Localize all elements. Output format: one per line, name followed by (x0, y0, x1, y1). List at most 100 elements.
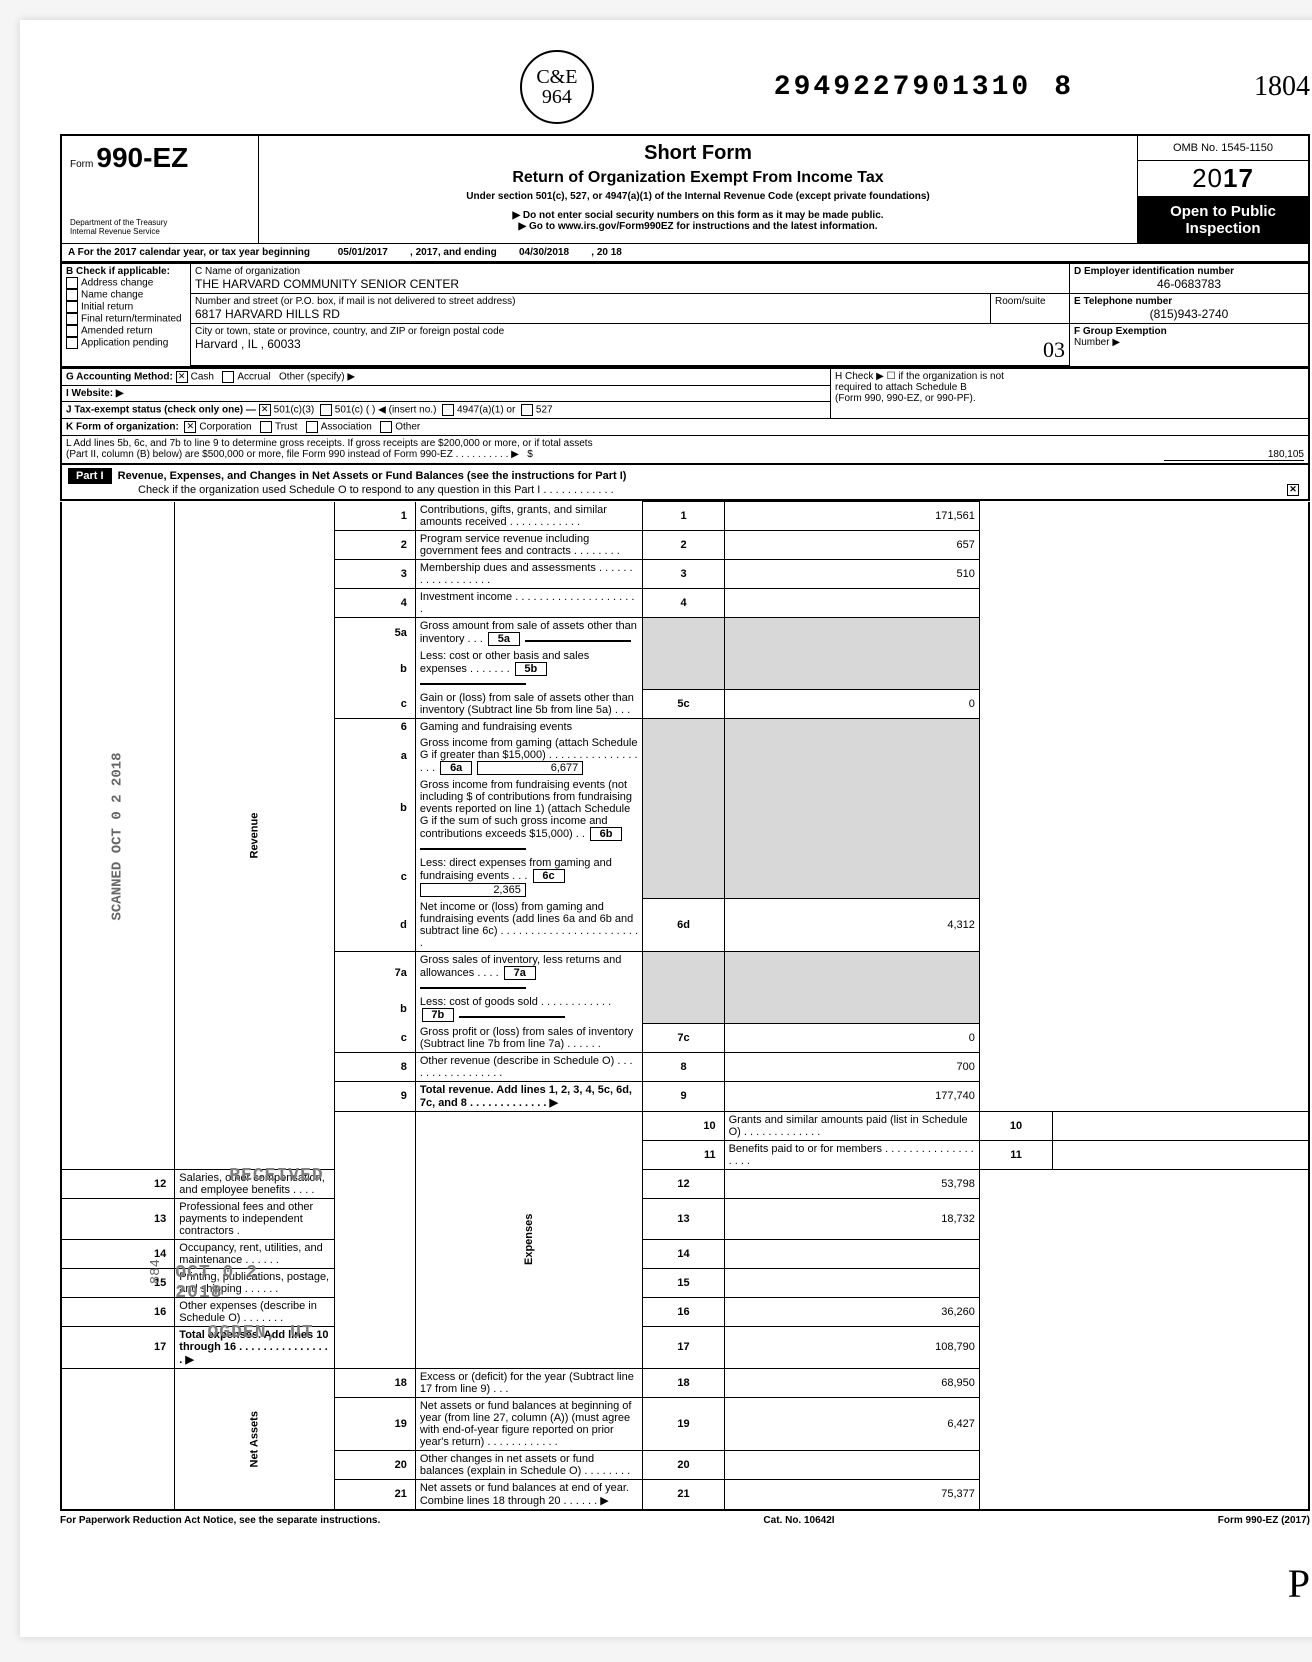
checkbox-4947[interactable] (442, 404, 454, 416)
insert-no-label: ) ◀ (insert no.) (372, 405, 436, 416)
line-3-val: 510 (724, 559, 979, 588)
side-scanned-stamp: SCANNED OCT 0 2 2018 (61, 502, 175, 1170)
line-5b-ibox: 5b (515, 662, 547, 676)
omb-number: OMB No. 1545-1150 (1138, 136, 1308, 161)
checkbox-corp[interactable]: ✕ (184, 421, 196, 433)
line-15-val (724, 1268, 979, 1297)
part1-heading: Revenue, Expenses, and Changes in Net As… (118, 470, 627, 482)
line-4-num: 4 (334, 588, 415, 617)
ein-value: 46-0683783 (1074, 277, 1304, 291)
line-11-box: 11 (979, 1140, 1052, 1169)
row-j-label: J Tax-exempt status (check only one) — (66, 405, 256, 416)
title-short-form: Short Form (267, 142, 1129, 165)
line-14-box: 14 (643, 1239, 724, 1268)
checkbox-accrual[interactable] (222, 371, 234, 383)
row-a-begin: 05/01/2017 (338, 247, 388, 258)
line-5a-ival (525, 640, 631, 642)
row-a-end: 04/30/2018 (519, 247, 569, 258)
box-c-label: C Name of organization (195, 266, 1065, 277)
line-5c-box: 5c (643, 690, 724, 719)
line-16-val: 36,260 (724, 1297, 979, 1326)
checkbox-501c[interactable] (320, 404, 332, 416)
year-prefix: 20 (1192, 163, 1223, 193)
stamp-date: OCT 0 2 2018 (175, 1263, 303, 1303)
form-header: Form 990-EZ Department of the Treasury I… (60, 134, 1310, 243)
line-8-num: 8 (334, 1052, 415, 1081)
street-label: Number and street (or P.O. box, if mail … (195, 296, 986, 307)
cash-label: Cash (191, 372, 214, 383)
line-6a-ival: 6,677 (477, 761, 583, 775)
line-12-box: 12 (643, 1169, 724, 1198)
checkbox-final[interactable] (66, 313, 78, 325)
header-right: OMB No. 1545-1150 2017 Open to Public In… (1138, 136, 1308, 243)
footer-mid: Cat. No. 10642I (763, 1515, 834, 1526)
checkbox-trust[interactable] (260, 421, 272, 433)
line-21-box: 21 (643, 1479, 724, 1510)
line-16-box: 16 (643, 1297, 724, 1326)
checkbox-amended[interactable] (66, 325, 78, 337)
side-netassets: Net Assets (175, 1368, 334, 1510)
row-a-tax-year: A For the 2017 calendar year, or tax yea… (60, 243, 1310, 263)
line-10-num: 10 (643, 1111, 724, 1140)
room-label: Room/suite (991, 294, 1070, 324)
box-f-label2: Number ▶ (1074, 337, 1120, 348)
line-5c-num: c (334, 690, 415, 719)
line-2-box: 2 (643, 530, 724, 559)
header-note1: ▶ Do not enter social security numbers o… (267, 210, 1129, 221)
top-annotations: C&E 964 2949227901310 8 1804 (60, 50, 1310, 124)
line-5c-text: Gain or (loss) from sale of assets other… (415, 690, 643, 719)
handwritten-note: 1804 (1254, 71, 1310, 103)
corp-label: Corporation (199, 422, 251, 433)
checkbox-app-pending[interactable] (66, 337, 78, 349)
527-label: 527 (536, 405, 553, 416)
checkbox-addr-change[interactable] (66, 277, 78, 289)
trust-label: Trust (275, 422, 297, 433)
line-6d-text: Net income or (loss) from gaming and fun… (415, 899, 643, 952)
dept-line2: Internal Revenue Service (70, 228, 250, 237)
checkbox-assoc[interactable] (306, 421, 318, 433)
row-i-label: I Website: ▶ (66, 388, 124, 399)
row-l-line2: (Part II, column (B) below) are $500,000… (66, 449, 519, 460)
line-12-num: 12 (61, 1169, 175, 1198)
line-6-text: Gaming and fundraising events (415, 718, 643, 735)
line-10-val (1053, 1111, 1309, 1140)
row-l-line1: L Add lines 5b, 6c, and 7b to line 9 to … (66, 438, 1304, 449)
checkbox-name-change[interactable] (66, 289, 78, 301)
seal-stamp: C&E 964 (520, 50, 594, 124)
line-7a-ibox: 7a (504, 966, 536, 980)
checkbox-501c3[interactable]: ✕ (259, 404, 271, 416)
part1-lines: SCANNED OCT 0 2 2018 Revenue 1 Contribut… (60, 501, 1310, 1511)
line-1-val: 171,561 (724, 502, 979, 531)
row-g-label: G Accounting Method: (66, 372, 173, 383)
checkbox-initial[interactable] (66, 301, 78, 313)
checkbox-schedule-o[interactable]: ✕ (1287, 484, 1299, 496)
checkbox-cash[interactable]: ✕ (176, 371, 188, 383)
line-7b-num: b (334, 994, 415, 1024)
line-6b-num: b (334, 777, 415, 839)
line-10-text: Grants and similar amounts paid (list in… (724, 1111, 979, 1140)
seal-line2: 964 (542, 87, 572, 107)
line-5c-val: 0 (724, 690, 979, 719)
header-mid: Short Form Return of Organization Exempt… (259, 136, 1138, 243)
hand-annotation-03: 03 (1043, 337, 1065, 363)
app-pending-label: Application pending (81, 338, 168, 349)
row-a-tail: , 20 18 (591, 247, 622, 258)
initial-label: Initial return (81, 302, 133, 313)
checkbox-527[interactable] (521, 404, 533, 416)
checkbox-other-org[interactable] (380, 421, 392, 433)
open-to-public: Open to Public Inspection (1138, 197, 1308, 243)
serial-number: 2949227901310 (774, 72, 1031, 103)
line-9-val: 177,740 (724, 1081, 979, 1111)
tax-year: 2017 (1138, 161, 1308, 197)
line-16-num: 16 (61, 1297, 175, 1326)
line-18-num: 18 (334, 1368, 415, 1397)
org-name: THE HARVARD COMMUNITY SENIOR CENTER (195, 277, 1065, 291)
line-3-text: Membership dues and assessments . . . . … (415, 559, 643, 588)
line-9-text: Total revenue. Add lines 1, 2, 3, 4, 5c,… (420, 1084, 632, 1109)
line-6d-val: 4,312 (724, 899, 979, 952)
line-5b-text: Less: cost or other basis and sales expe… (420, 650, 589, 675)
box-f-label: F Group Exemption (1074, 326, 1167, 337)
line-12-val: 53,798 (724, 1169, 979, 1198)
line-6b-ibox: 6b (590, 827, 622, 841)
other-method-label: Other (specify) ▶ (279, 372, 355, 383)
